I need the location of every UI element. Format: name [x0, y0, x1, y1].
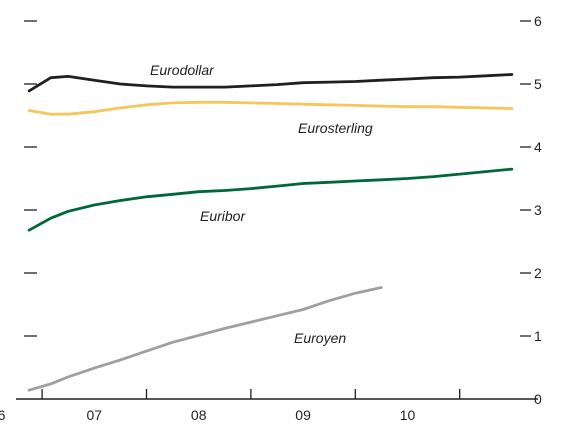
x-tick-label-08: 08: [191, 407, 207, 423]
y-tick-label-2: 2: [534, 265, 542, 281]
x-tick-label-2006: 2006: [0, 407, 6, 423]
y-tick-label-5: 5: [534, 76, 542, 92]
y-tick-label-1: 1: [534, 328, 542, 344]
x-tick-label-10: 10: [400, 407, 416, 423]
series-line-eurodollar: [27, 73, 514, 93]
series-lines: [27, 73, 514, 392]
series-label-euribor: Euribor: [200, 208, 246, 224]
series-label-eurodollar: Eurodollar: [150, 62, 215, 78]
y-tick-label-4: 4: [534, 139, 542, 155]
series-line-euroyen: [27, 286, 383, 392]
series-line-euribor: [27, 167, 514, 232]
y-tick-label-6: 6: [534, 13, 542, 29]
x-tick-label-07: 07: [87, 407, 103, 423]
series-label-euroyen: Euroyen: [294, 330, 346, 346]
x-axis: 2006 07 08 09 10: [0, 389, 461, 423]
left-axis: [24, 20, 37, 337]
y-tick-label-3: 3: [534, 202, 542, 218]
series-line-eurosterling: [27, 100, 514, 116]
x-tick-label-09: 09: [295, 407, 311, 423]
series-label-eurosterling: Eurosterling: [298, 120, 373, 136]
